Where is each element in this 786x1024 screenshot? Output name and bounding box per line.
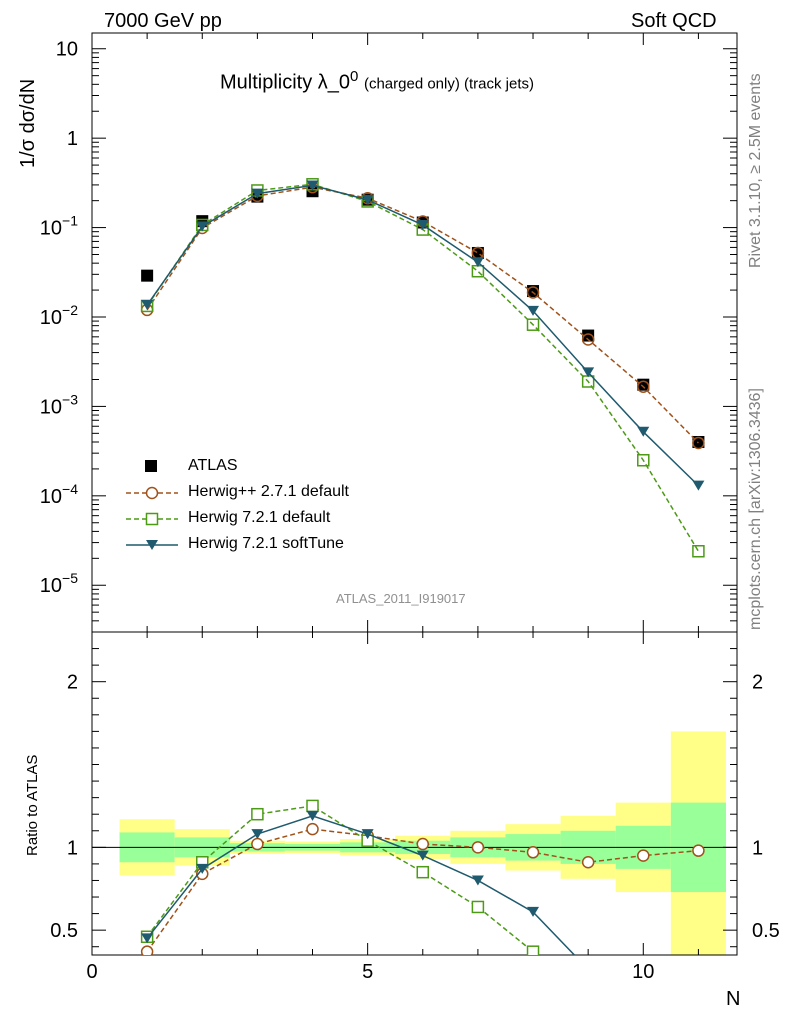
chart-title-suffix: (charged only) (track jets) <box>363 75 535 93</box>
y-tick-label: 10−1 <box>40 213 78 240</box>
y-tick-base: 10 <box>40 486 62 508</box>
data-point <box>141 269 154 282</box>
data-point <box>637 453 650 467</box>
ratio-series-group <box>140 799 705 955</box>
y-tick-label: 1 <box>67 128 78 150</box>
ratio-point <box>527 906 540 917</box>
ratio-point <box>471 841 485 854</box>
data-point <box>526 286 540 299</box>
y-tick-exponent: −1 <box>62 213 78 229</box>
herwig7-softtune-marker-icon <box>126 540 178 550</box>
y-tick-base: 10 <box>40 218 62 240</box>
legend-label-herwig7-default: Herwig 7.2.1 default <box>188 509 331 526</box>
data-point <box>637 378 650 391</box>
ratio-point <box>416 865 430 879</box>
x-tick-label: 10 <box>632 961 654 983</box>
data-point <box>582 329 595 342</box>
y-tick-label: 10−2 <box>40 302 78 329</box>
ratio-point <box>306 822 319 836</box>
ratio-point <box>416 850 429 861</box>
data-point <box>581 333 595 346</box>
x-tick-label: 5 <box>362 961 373 983</box>
data-point <box>527 305 540 316</box>
ratio-y-tick-label-right: 1 <box>752 837 763 859</box>
y-tick-exponent: −3 <box>62 391 78 407</box>
ratio-point <box>581 855 595 869</box>
y-tick-base: 10 <box>40 396 62 418</box>
data-point <box>637 426 650 437</box>
series-line <box>146 186 699 444</box>
ratio-y-tick-label: 2 <box>67 672 78 694</box>
ratio-point <box>251 829 264 840</box>
ratio-frame <box>91 631 738 956</box>
legend-label-herwig7-softtune: Herwig 7.2.1 softTune <box>188 535 344 552</box>
ratio-point <box>306 799 319 813</box>
data-point <box>526 318 540 331</box>
ratio-y-tick-label: 1 <box>67 837 78 859</box>
y-tick-base: 10 <box>40 307 62 329</box>
ratio-y-tick-label-right: 0.5 <box>752 920 780 942</box>
x-tick-label: 0 <box>86 961 97 983</box>
ratio-point <box>251 837 264 851</box>
energy-label: 7000 GeV pp <box>104 10 222 32</box>
ratio-point <box>251 807 264 821</box>
y-tick-label: 10 <box>56 39 78 61</box>
ratio-point <box>141 933 154 944</box>
data-point <box>196 221 209 232</box>
y-tick-exponent: −4 <box>62 481 78 497</box>
legend-label-atlas: ATLAS <box>188 457 238 474</box>
y-tick-label: 10−5 <box>40 570 78 597</box>
data-point <box>306 180 319 191</box>
data-point <box>692 436 705 450</box>
analysis-tag: ATLAS_2011_I919017 <box>336 591 466 606</box>
ratio-line <box>146 828 699 953</box>
y-tick-base: 10 <box>40 575 62 597</box>
data-point <box>361 194 374 205</box>
y-tick-label: 10−4 <box>40 481 78 508</box>
y-tick-base: 1 <box>67 128 78 150</box>
ratio-point <box>140 945 154 955</box>
data-point <box>692 544 705 558</box>
herwig7-default-marker-icon <box>126 512 178 526</box>
ratio-y-tick-label: 0.5 <box>50 920 78 942</box>
main-ylabel: 1/σ dσ/dN <box>17 78 39 168</box>
ratio-point <box>526 846 540 859</box>
ratio-point <box>416 837 430 851</box>
ratio-point <box>692 844 705 857</box>
ratio-point <box>471 875 484 886</box>
chart-title-main: Multiplicity λ_0 <box>220 71 351 94</box>
data-point <box>306 185 319 198</box>
main-series-group <box>140 178 705 558</box>
y-tick-base: 10 <box>56 39 78 61</box>
y-tick-exponent: −5 <box>62 570 78 586</box>
chart-title: Multiplicity λ_00 (charged only) (track … <box>220 68 534 95</box>
category-label: Soft QCD <box>631 10 717 32</box>
data-point <box>416 219 429 230</box>
mcplots-label: mcplots.cern.ch [arXiv:1306.3436] <box>747 388 764 630</box>
rivet-label: Rivet 3.1.10, ≥ 2.5M events <box>747 73 764 268</box>
y-tick-label: 10−3 <box>40 391 78 418</box>
chart-title-sup: 0 <box>350 68 359 85</box>
herwigpp-marker-icon <box>126 486 178 500</box>
atlas-marker-icon <box>145 460 157 472</box>
data-point <box>471 257 484 268</box>
legend-label-herwigpp: Herwig++ 2.7.1 default <box>188 483 349 500</box>
data-point <box>251 188 264 199</box>
ratio-point <box>471 900 485 914</box>
ratio-line <box>146 805 534 953</box>
y-tick-exponent: −2 <box>62 302 78 318</box>
ratio-point <box>361 829 374 840</box>
data-point <box>582 367 595 378</box>
ratio-point <box>306 810 319 821</box>
data-point <box>692 480 705 491</box>
ratio-point <box>526 945 540 955</box>
ratio-point <box>637 849 650 862</box>
ratio-point <box>196 863 209 874</box>
data-point <box>141 300 154 311</box>
ratio-ylabel: Ratio to ATLAS <box>24 754 41 856</box>
x-axis-label: N <box>726 988 741 1010</box>
ratio-y-tick-label-right: 2 <box>752 672 763 694</box>
data-point <box>637 380 650 393</box>
